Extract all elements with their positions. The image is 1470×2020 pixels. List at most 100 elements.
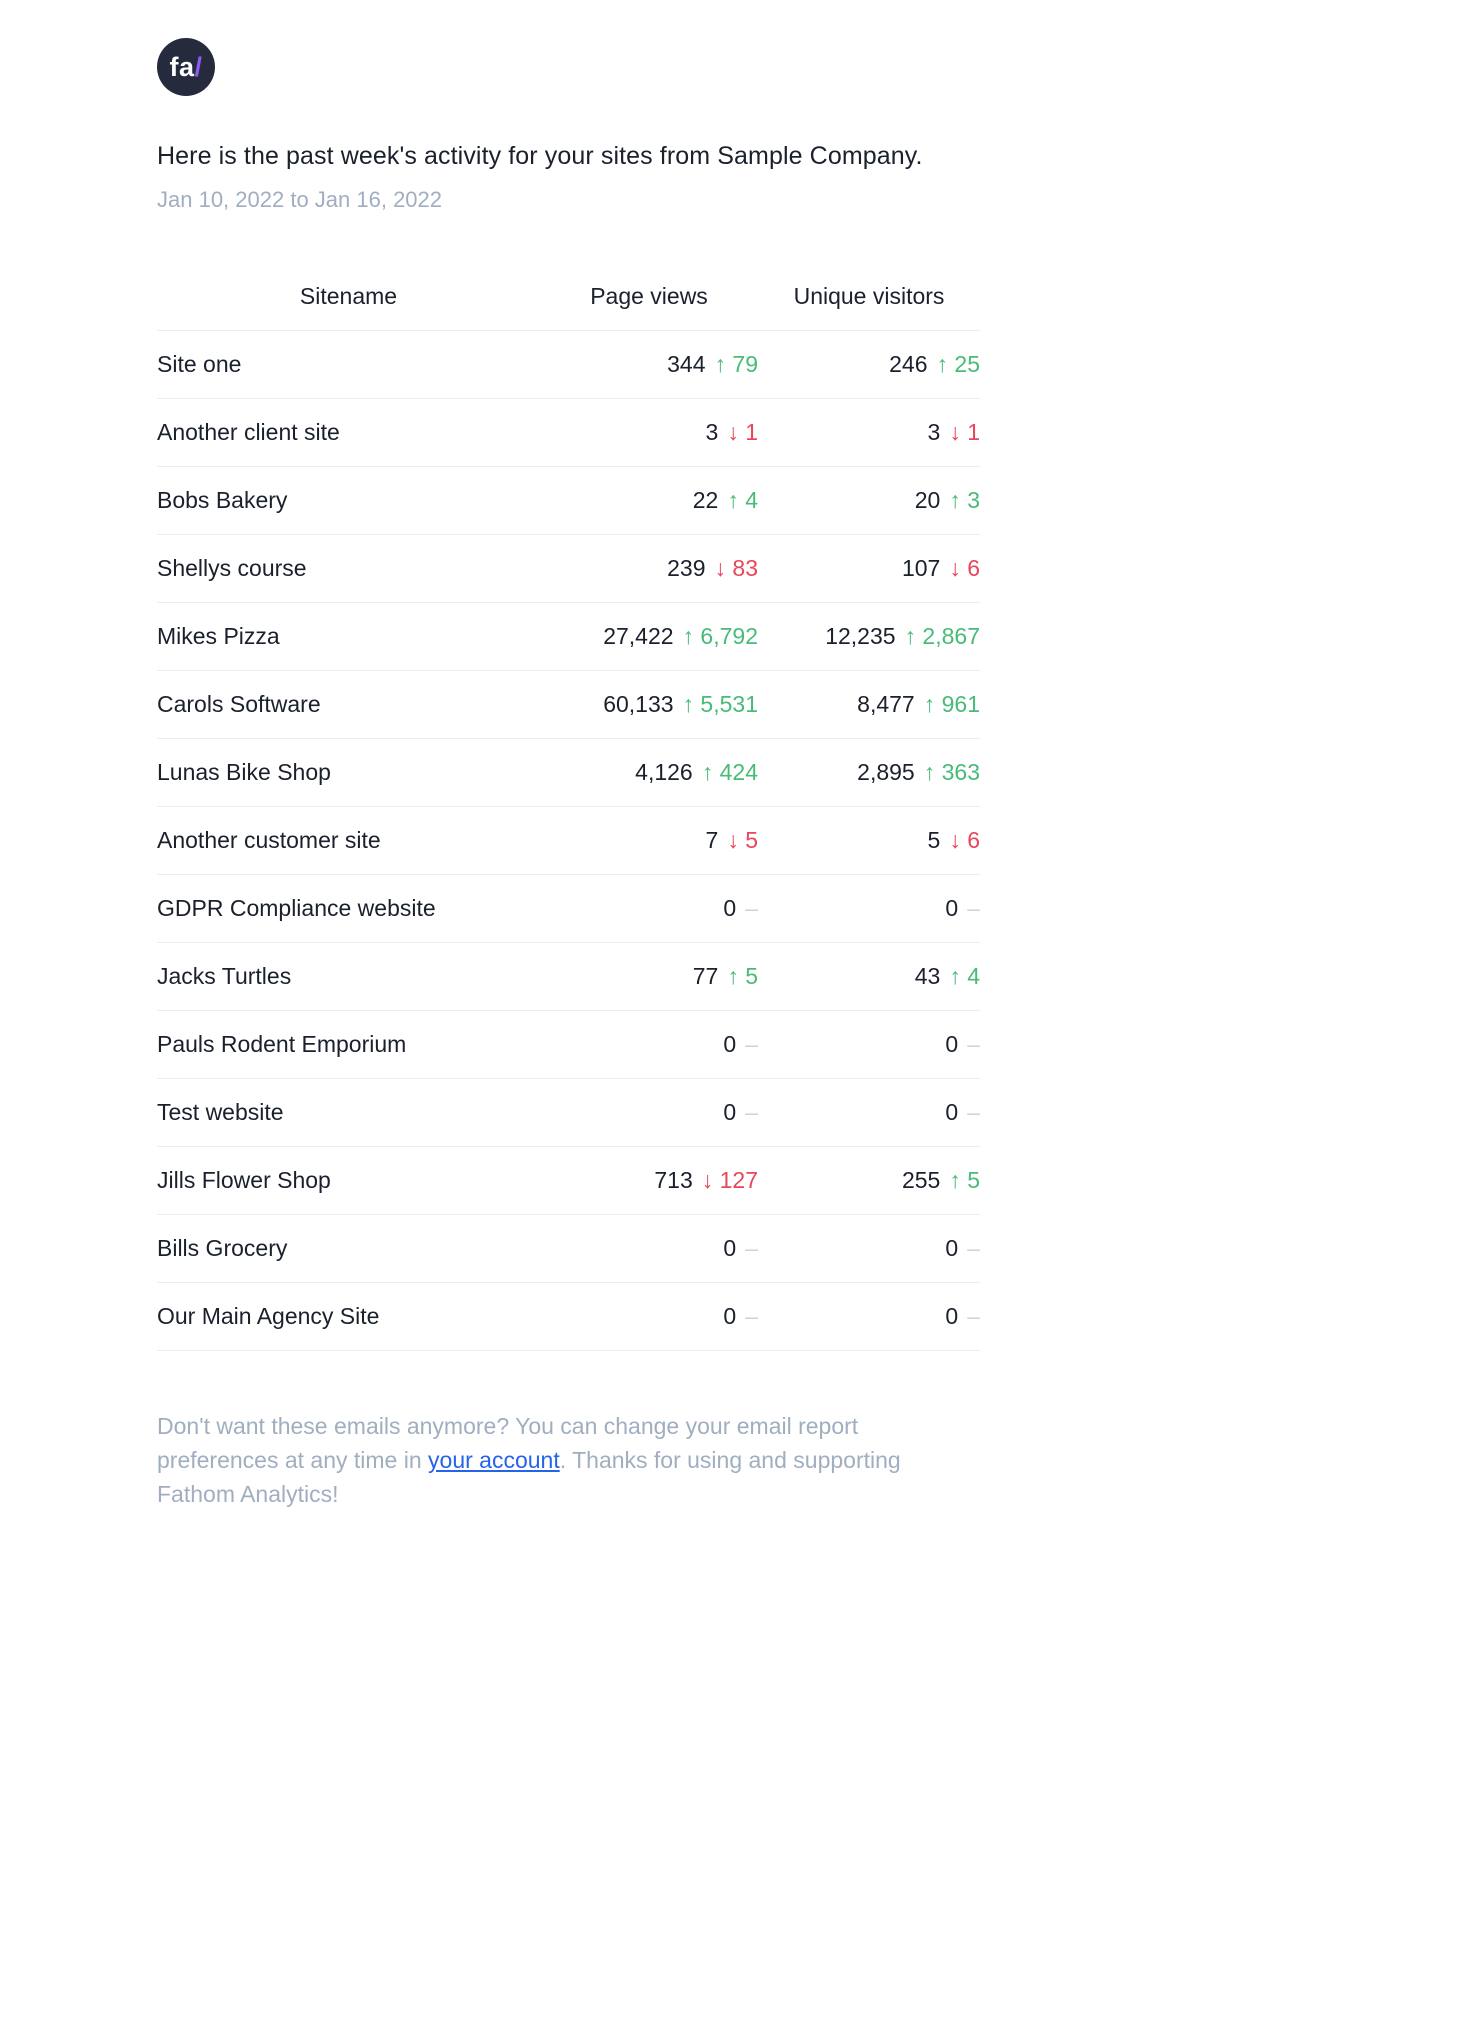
sitename-cell: Lunas Bike Shop bbox=[157, 738, 540, 807]
metric-value: 713 bbox=[654, 1167, 693, 1193]
table-row: Our Main Agency Site 0–0– bbox=[157, 1282, 980, 1351]
metric-value: 5 bbox=[927, 827, 941, 853]
table-row: Pauls Rodent Emporium 0–0– bbox=[157, 1010, 980, 1079]
table-body: Site one 344 ↑ 79 246 ↑ 25 Another client sit… bbox=[157, 330, 980, 1351]
unique-visitors-cell: 0– bbox=[758, 1010, 980, 1079]
unique-visitors-cell: 107 ↓ 6 bbox=[758, 534, 980, 603]
page-views-cell: 22 ↑ 4 bbox=[540, 466, 758, 535]
unique-visitors-cell: 43 ↑ 4 bbox=[758, 942, 980, 1011]
logo-slash: / bbox=[194, 51, 203, 82]
column-header-unique-visitors: Unique visitors bbox=[758, 283, 980, 331]
delta-up-indicator: ↑ 961 bbox=[923, 691, 980, 717]
sitename-cell: Shellys course bbox=[157, 534, 540, 603]
delta-up-indicator: ↑ 5 bbox=[727, 963, 758, 989]
delta-up-indicator: ↑ 2,867 bbox=[904, 623, 980, 649]
unique-visitors-cell: 3 ↓ 1 bbox=[758, 398, 980, 467]
delta-up-indicator: ↑ 4 bbox=[727, 487, 758, 513]
sitename-cell: Jills Flower Shop bbox=[157, 1146, 540, 1215]
metric-value: 0 bbox=[945, 1303, 959, 1329]
delta-up-indicator: ↑ 424 bbox=[701, 759, 758, 785]
sitename-cell: Carols Software bbox=[157, 670, 540, 739]
table-row: Test website 0–0– bbox=[157, 1078, 980, 1147]
metric-value: 107 bbox=[901, 555, 941, 581]
metric-value: 0 bbox=[945, 1099, 959, 1125]
table-row: GDPR Compliance website 0–0– bbox=[157, 874, 980, 943]
unique-visitors-cell: 0– bbox=[758, 1078, 980, 1147]
delta-neutral-indicator: – bbox=[745, 1235, 758, 1261]
metric-value: 77 bbox=[692, 963, 719, 989]
delta-neutral-indicator: – bbox=[967, 1099, 980, 1125]
delta-down-indicator: ↓ 6 bbox=[949, 827, 980, 853]
sitename-cell: Our Main Agency Site bbox=[157, 1282, 540, 1351]
page-views-cell: 0– bbox=[540, 1078, 758, 1147]
unique-visitors-cell: 8,477 ↑ 961 bbox=[758, 670, 980, 739]
metric-value: 43 bbox=[914, 963, 941, 989]
unique-visitors-cell: 0– bbox=[758, 874, 980, 943]
metric-value: 2,895 bbox=[857, 759, 915, 785]
activity-table: Sitename Page views Unique visitors Site… bbox=[157, 283, 980, 1351]
page-views-cell: 60,133 ↑ 5,531 bbox=[540, 670, 758, 739]
delta-up-indicator: ↑ 3 bbox=[949, 487, 980, 513]
table-row: Jacks Turtles 77 ↑ 5 43 ↑ 4 bbox=[157, 942, 980, 1011]
metric-value: 8,477 bbox=[857, 691, 915, 717]
delta-neutral-indicator: – bbox=[745, 895, 758, 921]
header-row: Sitename Page views Unique visitors bbox=[157, 283, 980, 331]
delta-neutral-indicator: – bbox=[967, 1235, 980, 1261]
metric-value: 239 bbox=[667, 555, 706, 581]
metric-value: 60,133 bbox=[603, 691, 674, 717]
delta-up-indicator: ↑ 4 bbox=[949, 963, 980, 989]
page-views-cell: 239 ↓ 83 bbox=[540, 534, 758, 603]
page-views-cell: 27,422 ↑ 6,792 bbox=[540, 602, 758, 671]
delta-down-indicator: ↓ 1 bbox=[727, 419, 758, 445]
metric-value: 0 bbox=[723, 1235, 737, 1261]
metric-value: 3 bbox=[705, 419, 719, 445]
table-row: Site one 344 ↑ 79 246 ↑ 25 bbox=[157, 330, 980, 399]
sitename-cell: Pauls Rodent Emporium bbox=[157, 1010, 540, 1079]
metric-value: 255 bbox=[901, 1167, 941, 1193]
sitename-cell: Bobs Bakery bbox=[157, 466, 540, 535]
table-row: Mikes Pizza 27,422 ↑ 6,792 12,235 ↑ 2,867 bbox=[157, 602, 980, 671]
your-account-link[interactable]: your account bbox=[428, 1447, 560, 1473]
date-range: Jan 10, 2022 to Jan 16, 2022 bbox=[157, 187, 443, 212]
metric-value: 20 bbox=[914, 487, 941, 513]
metric-value: 0 bbox=[723, 1031, 737, 1057]
unique-visitors-cell: 5 ↓ 6 bbox=[758, 806, 980, 875]
metric-value: 3 bbox=[927, 419, 941, 445]
page-views-cell: 4,126 ↑ 424 bbox=[540, 738, 758, 807]
delta-down-indicator: ↓ 127 bbox=[701, 1167, 758, 1193]
page-views-cell: 7 ↓ 5 bbox=[540, 806, 758, 875]
page-views-cell: 0– bbox=[540, 874, 758, 943]
table-row: Bobs Bakery 22 ↑ 4 20 ↑ 3 bbox=[157, 466, 980, 535]
delta-up-indicator: ↑ 363 bbox=[923, 759, 980, 785]
metric-value: 0 bbox=[945, 1235, 959, 1261]
delta-down-indicator: ↓ 1 bbox=[949, 419, 980, 445]
fathom-logo: fa / bbox=[157, 38, 215, 96]
metric-value: 22 bbox=[692, 487, 719, 513]
page-views-cell: 713 ↓ 127 bbox=[540, 1146, 758, 1215]
delta-neutral-indicator: – bbox=[745, 1099, 758, 1125]
metric-value: 344 bbox=[667, 351, 706, 377]
metric-value: 246 bbox=[889, 351, 928, 377]
report-title: Here is the past week's activity for you… bbox=[157, 142, 923, 170]
sitename-cell: Site one bbox=[157, 330, 540, 399]
delta-neutral-indicator: – bbox=[745, 1031, 758, 1057]
sitename-cell: Bills Grocery bbox=[157, 1214, 540, 1283]
delta-up-indicator: ↑ 79 bbox=[714, 351, 758, 377]
metric-value: 4,126 bbox=[635, 759, 693, 785]
delta-neutral-indicator: – bbox=[745, 1303, 758, 1329]
column-header-sitename: Sitename bbox=[157, 283, 540, 331]
metric-value: 0 bbox=[723, 1303, 737, 1329]
sitename-cell: Test website bbox=[157, 1078, 540, 1147]
page-views-cell: 0– bbox=[540, 1282, 758, 1351]
delta-neutral-indicator: – bbox=[967, 1303, 980, 1329]
metric-value: 12,235 bbox=[825, 623, 896, 649]
table-row: Another customer site 7 ↓ 5 5 ↓ 6 bbox=[157, 806, 980, 875]
column-header-page-views: Page views bbox=[540, 283, 758, 331]
unique-visitors-cell: 246 ↑ 25 bbox=[758, 330, 980, 399]
metric-value: 27,422 bbox=[603, 623, 674, 649]
sitename-cell: GDPR Compliance website bbox=[157, 874, 540, 943]
delta-up-indicator: ↑ 5,531 bbox=[682, 691, 758, 717]
unique-visitors-cell: 0– bbox=[758, 1282, 980, 1351]
page-views-cell: 0– bbox=[540, 1010, 758, 1079]
